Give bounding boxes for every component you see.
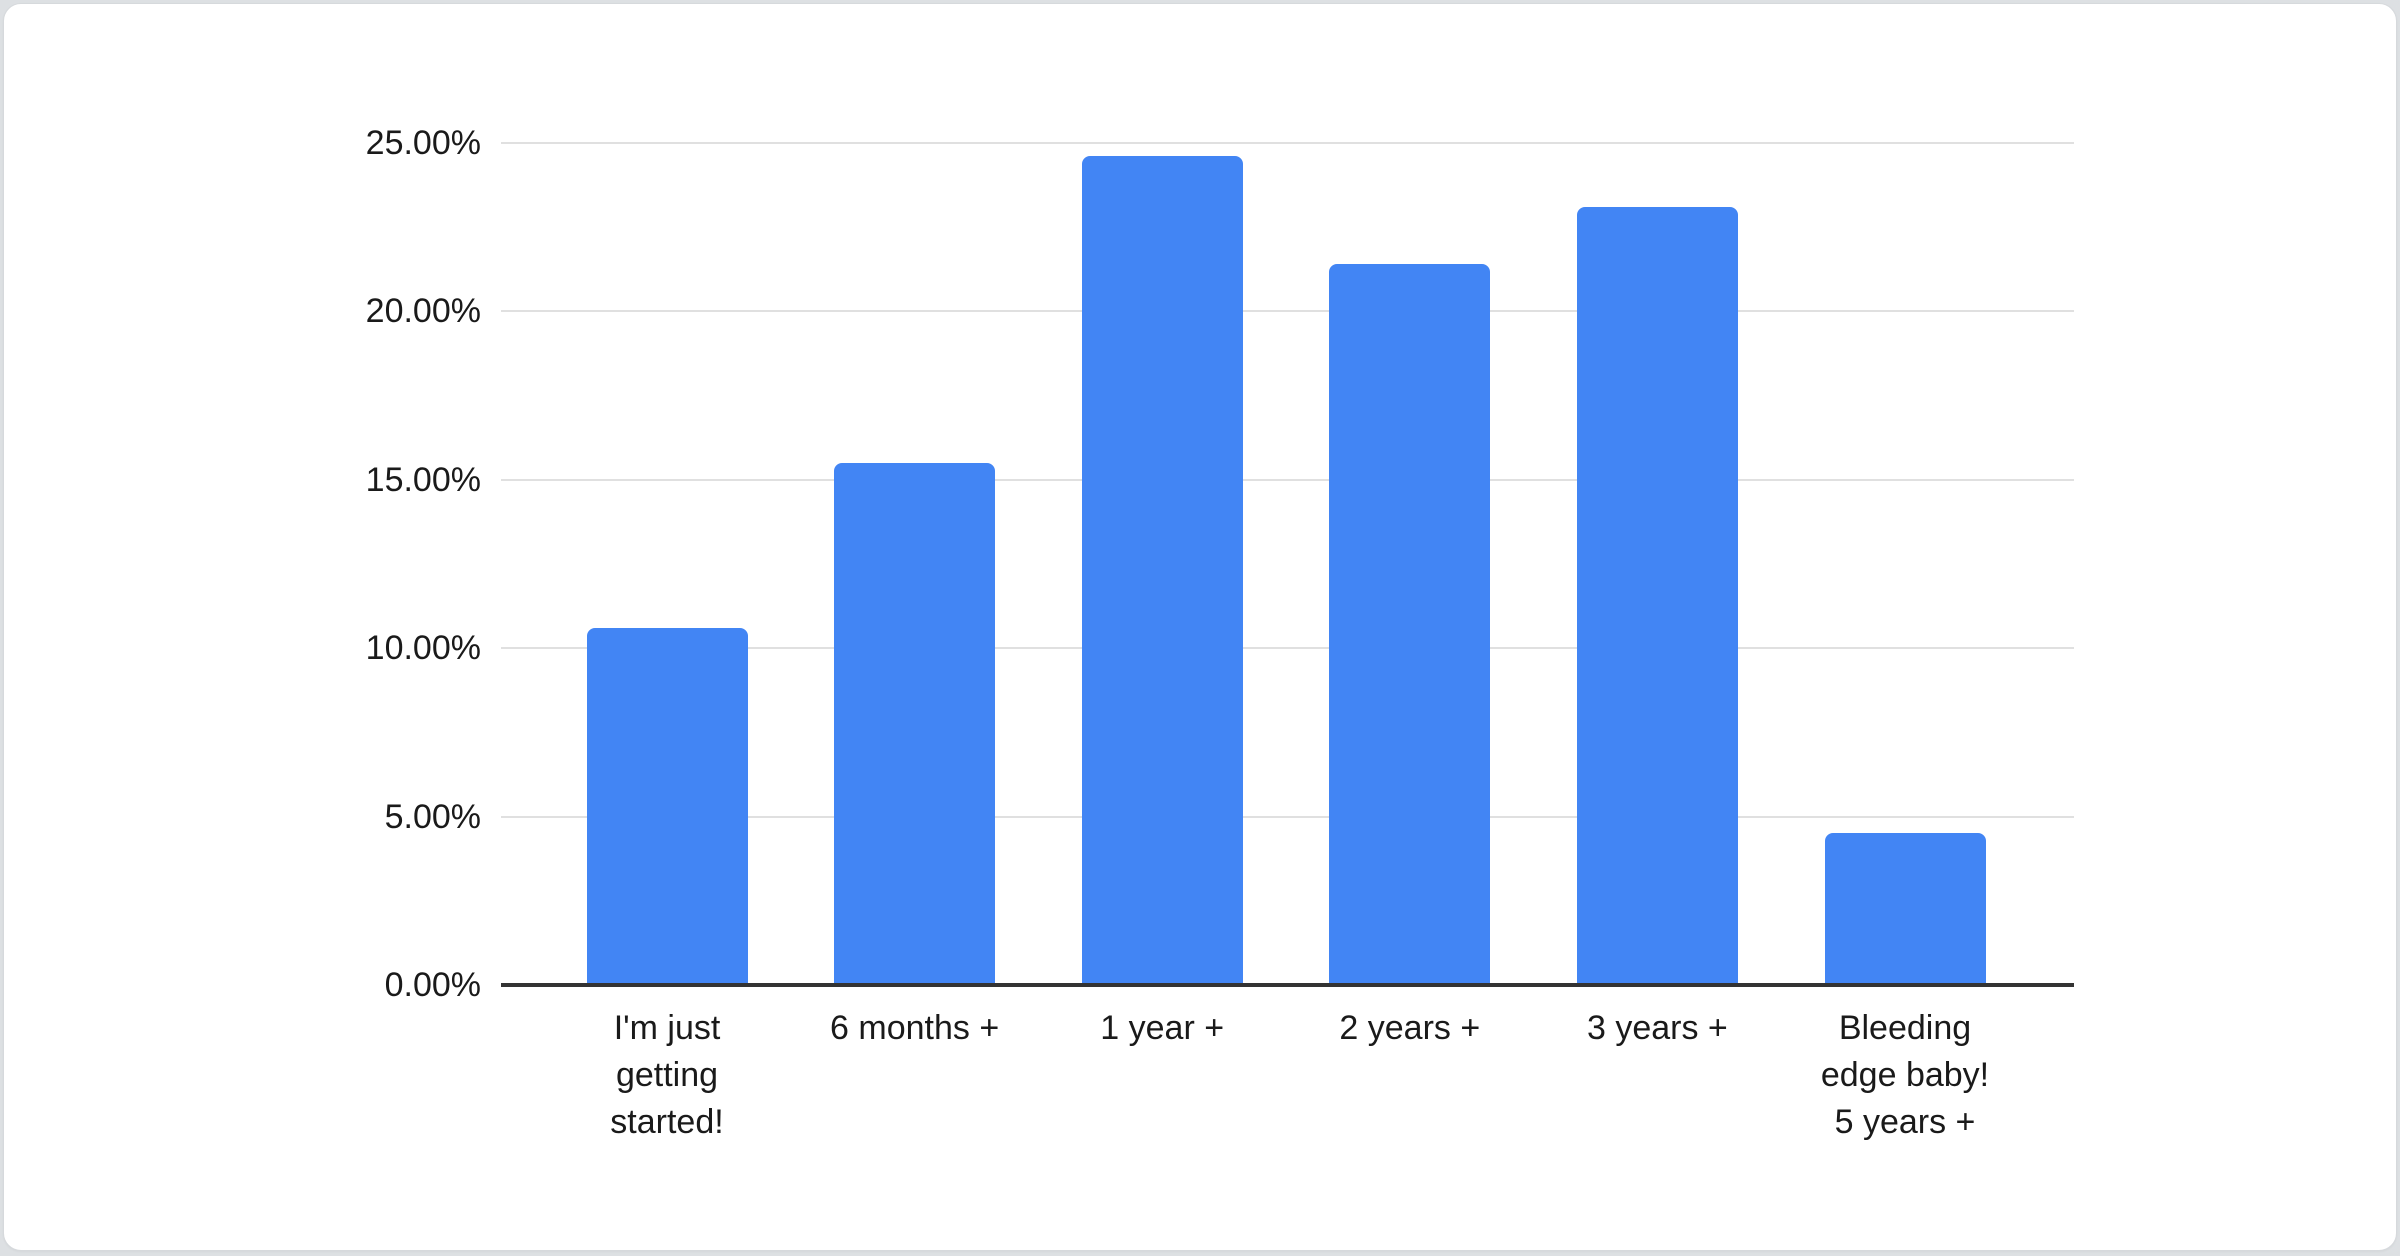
gridline (501, 647, 2074, 650)
y-axis-tick-label: 5.00% (384, 797, 481, 836)
x-axis-tick-label: I'm just getting started! (610, 1009, 724, 1141)
gridline (501, 142, 2074, 144)
x-axis-tick-label: Bleeding edge baby! 5 years + (1820, 1009, 1990, 1141)
bar[interactable] (586, 627, 748, 985)
bar[interactable] (1576, 206, 1738, 985)
bar[interactable] (1081, 156, 1243, 985)
gridline (501, 478, 2074, 481)
y-axis-tick-label: 15.00% (365, 460, 481, 499)
gridline (501, 815, 2074, 818)
x-axis-tick-label: 3 years + (1586, 1009, 1728, 1047)
y-axis-tick-label: 0.00% (384, 966, 481, 1004)
x-axis-tick-label: 6 months + (830, 1009, 1000, 1047)
x-axis-line (501, 983, 2074, 987)
bar[interactable] (834, 462, 996, 985)
y-axis-tick-label: 25.00% (365, 124, 481, 162)
bar[interactable] (1329, 264, 1491, 985)
y-axis-tick-label: 20.00% (365, 292, 481, 331)
x-axis-tick-label: 1 year + (1100, 1009, 1225, 1047)
bar-chart: 0.00% 5.00% 10.00% 15.00% 20.00% 25.00% I'm ju… (4, 4, 2396, 1250)
chart-card: 0.00% 5.00% 10.00% 15.00% 20.00% 25.00% I'm ju… (3, 3, 2397, 1251)
y-axis-tick-label: 10.00% (365, 629, 481, 668)
x-axis-tick-label: 2 years + (1339, 1009, 1481, 1047)
gridline (501, 310, 2074, 313)
bar[interactable] (1824, 833, 1986, 985)
